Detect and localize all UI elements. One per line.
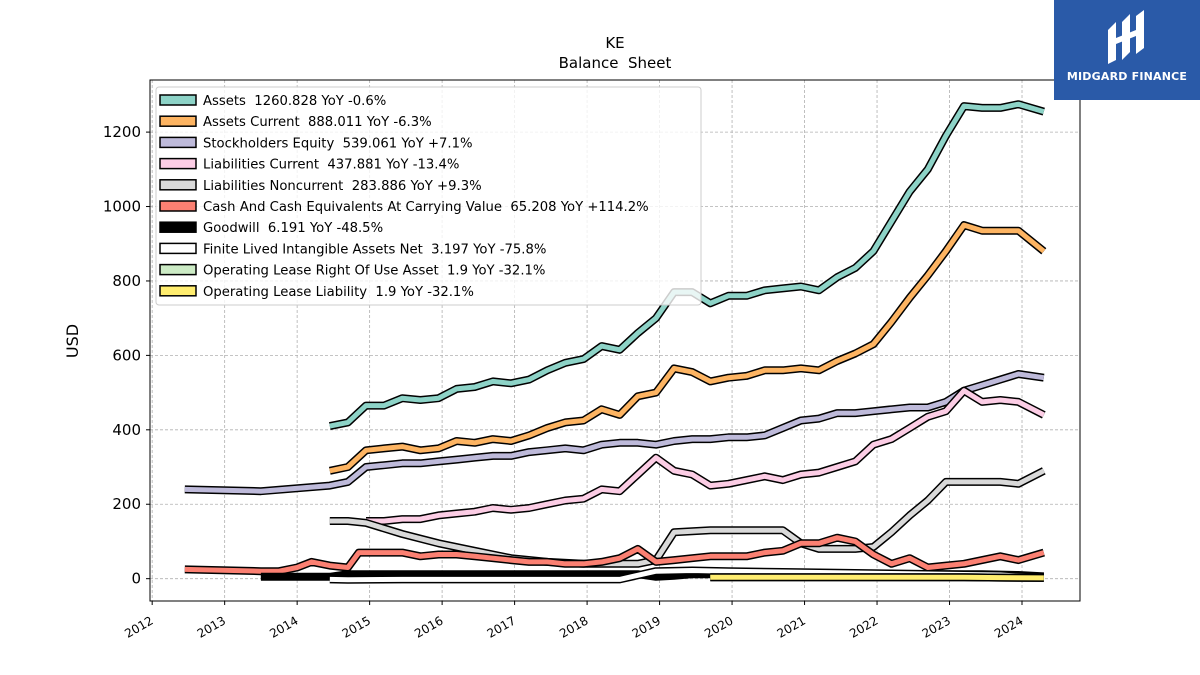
x-tick-label: 2016 [412,613,445,640]
legend-swatch [159,157,197,170]
legend-swatch [159,242,197,255]
legend-label: Cash And Cash Equivalents At Carrying Va… [203,200,649,215]
series-4 [329,467,1046,568]
legend-label: Operating Lease Right Of Use Asset 1.9 Y… [203,264,545,279]
plot-area-frame [149,79,1081,602]
legend-label: Goodwill 6.191 YoY -48.5% [203,221,383,236]
x-tick-label: 2020 [702,613,735,640]
series-2 [184,370,1045,496]
series-line [366,388,1045,524]
y-tick-label: 1000 [103,198,141,216]
x-tick-label: 2014 [267,613,300,640]
legend-label: Finite Lived Intangible Assets Net 3.197… [203,242,546,257]
x-tick-label: 2017 [485,613,518,640]
series-3 [366,386,1046,525]
y-axis-label: USD [63,324,82,358]
series-line [184,535,1045,574]
chart-title: KE [605,34,624,52]
x-tick-label: 2021 [775,613,808,640]
x-tick-label: 2023 [920,613,953,640]
legend-label: Assets 1260.828 YoY -0.6% [203,94,386,109]
series-line [710,574,1044,581]
x-tick-label: 2012 [122,613,155,640]
series-5 [184,533,1045,576]
x-tick-label: 2024 [992,613,1025,640]
x-tick-label: 2013 [195,613,228,640]
x-tick-label: 2018 [557,613,590,640]
legend-label: Stockholders Equity 539.061 YoY +7.1% [203,136,473,151]
series-9 [710,573,1044,582]
legend-label: Assets Current 888.011 YoY -6.3% [203,115,432,130]
series-1 [328,221,1047,475]
x-tick-label: 2022 [847,613,880,640]
series-line [184,371,1045,494]
legend-swatch [159,285,197,297]
legend-swatch [159,179,197,191]
y-tick-label: 800 [112,272,141,290]
y-tick-label: 600 [112,346,141,364]
x-tick-label: 2015 [340,613,373,640]
legend-swatch [159,200,197,212]
series-lines [184,100,1047,584]
legend-box [155,86,702,306]
legend-swatch [159,115,197,127]
legend-label: Operating Lease Liability 1.9 YoY -32.1% [203,285,474,300]
y-tick-label: 200 [112,495,141,513]
legend-swatch [159,221,197,233]
legend-swatch [159,263,197,276]
y-tick-label: 0 [131,570,141,588]
legend-label: Liabilities Current 437.881 YoY -13.4% [203,158,459,173]
x-tick-label: 2019 [630,613,663,640]
y-tick-label: 400 [112,421,141,439]
legend-swatch [159,94,197,106]
midgard-finance-logo: MIDGARD FINANCE [1054,0,1200,100]
y-tick-label: 1200 [103,123,141,141]
series-line [329,222,1046,474]
legend: Assets 1260.828 YoY -0.6% Assets Current … [155,86,702,306]
brand-name: MIDGARD FINANCE [1066,70,1188,83]
series-line-outline [184,370,1045,496]
legend-label: Liabilities Noncurrent 283.886 YoY +9.3% [203,179,482,194]
legend-swatch [159,136,197,149]
series-line [329,468,1045,567]
midgard-logo-icon [1108,10,1144,64]
chart-subtitle: Balance Sheet [559,54,672,72]
